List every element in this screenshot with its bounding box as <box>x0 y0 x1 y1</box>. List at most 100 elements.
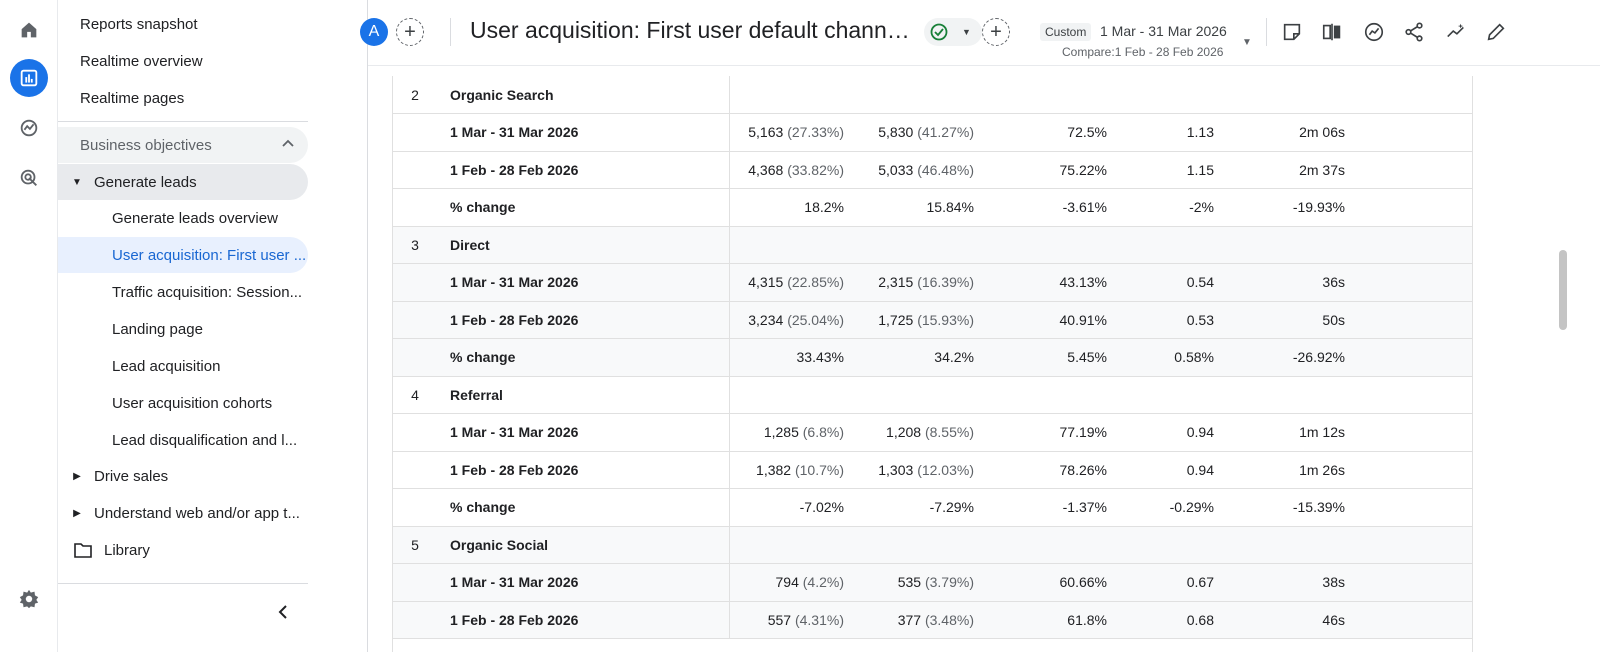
nav-item-label: Traffic acquisition: Session... <box>112 283 303 301</box>
metric-cell: 43.13% <box>974 263 1107 302</box>
nav-item-user-acquisition-cohorts[interactable]: User acquisition cohorts <box>58 385 314 421</box>
metric-cell: 61.8% <box>974 601 1107 639</box>
row-index <box>393 188 437 227</box>
date-range[interactable]: 1 Mar - 31 Mar 2026 <box>1100 23 1227 39</box>
add-filter-plus-icon[interactable]: + <box>982 18 1010 46</box>
metric-share: (4.2%) <box>802 574 844 591</box>
metric-cell: 73,148 (49.6 <box>1345 151 1472 189</box>
gear-icon[interactable] <box>10 580 48 618</box>
metric-cell: 0.94 <box>1107 451 1214 489</box>
insights-chart-icon[interactable] <box>1358 16 1390 48</box>
metric-cell: 0.68 <box>1107 601 1214 639</box>
check-circle-icon <box>930 23 948 41</box>
metric-share: (33.82%) <box>787 161 844 178</box>
nav-item-landing-page[interactable]: Landing page <box>58 311 314 347</box>
insights-note-icon[interactable] <box>1276 16 1308 48</box>
nav-item-realtime-pages[interactable]: Realtime pages <box>58 80 314 116</box>
nav-item-reports-snapshot[interactable]: Reports snapshot <box>58 6 314 42</box>
home-icon[interactable] <box>10 11 48 49</box>
metric-share: (6.8%) <box>802 424 844 441</box>
icon-rail <box>0 0 58 652</box>
caret-right-icon: ▶ <box>73 470 81 482</box>
nav-item-generate-leads-overview[interactable]: Generate leads overview <box>58 200 314 236</box>
metric-cell: -19.93% <box>1214 188 1345 227</box>
nav-item-realtime-overview[interactable]: Realtime overview <box>58 43 314 79</box>
page-title: User acquisition: First user default cha… <box>470 17 916 43</box>
metric-cell: 7,130 (3.7 <box>1345 563 1472 602</box>
metric-share: (46.48%) <box>917 161 974 178</box>
table-row: % change -7.02% -7.29% -1.37% -0.29% -15.39%-… <box>393 488 1472 527</box>
metric-cell: 60.66% <box>974 563 1107 602</box>
metric-cell: 1,208 (8.55%) <box>844 413 974 452</box>
caret-down-icon: ▼ <box>72 176 82 188</box>
metric-value: 1,725 <box>878 311 914 328</box>
edit-pencil-icon[interactable] <box>1480 16 1512 48</box>
row-index: 5 <box>393 526 437 564</box>
nav-item-traffic-acquisition[interactable]: Traffic acquisition: Session... <box>58 274 314 310</box>
row-index <box>393 601 437 639</box>
metric-value: 0.94 <box>1186 461 1214 478</box>
row-index <box>393 413 437 452</box>
row-label: % change <box>437 338 730 377</box>
metric-cell: 1,382 (10.7%) <box>729 451 844 489</box>
metric-cell: 5,163 (27.33%) <box>729 113 844 152</box>
topic-label: Understand web and/or app t... <box>94 504 300 522</box>
metric-cell: -7.02% <box>729 488 844 527</box>
data-table: 2 Organic Search 1 Mar - 31 Mar 2026 5,163 … <box>392 76 1473 652</box>
collapse-nav-chevron-left-icon[interactable] <box>272 600 296 624</box>
nav-item-library[interactable]: Library <box>58 532 314 568</box>
row-label: 1 Feb - 28 Feb 2026 <box>437 301 730 339</box>
explore-icon[interactable] <box>10 109 48 147</box>
metric-cell: 2m 06s <box>1214 113 1345 152</box>
folder-icon <box>74 542 92 558</box>
metric-share: (12.03%) <box>917 461 974 478</box>
metric-share: (27.33%) <box>787 124 844 141</box>
row-label: % change <box>437 488 730 527</box>
comparison-avatar[interactable]: A <box>360 18 388 46</box>
row-index: 3 <box>393 226 437 264</box>
metric-cell: -2% <box>1107 188 1214 227</box>
vertical-scrollbar[interactable] <box>1559 250 1567 330</box>
metric-value: 0.53 <box>1186 311 1214 328</box>
channel-name: Organic Social <box>437 526 730 564</box>
metric-share: (3.79%) <box>924 574 974 591</box>
compare-columns-icon[interactable] <box>1316 16 1348 48</box>
metric-value: 38s <box>1322 574 1345 591</box>
nav-item-lead-acquisition[interactable]: Lead acquisition <box>58 348 314 384</box>
metric-cell: -3.61% <box>974 188 1107 227</box>
metric-share: (16.39%) <box>917 274 974 291</box>
share-icon[interactable] <box>1398 16 1430 48</box>
collection-label: Business objectives <box>80 136 212 154</box>
add-comparison-plus-icon[interactable]: + <box>396 18 424 46</box>
metric-cell: 34.2% <box>844 338 974 377</box>
channel-group-row: 5 Organic Social <box>393 526 1472 564</box>
nav-item-lead-disqualification[interactable]: Lead disqualification and l... <box>58 422 314 458</box>
metric-value: 33.43% <box>796 349 844 366</box>
row-index <box>393 301 437 339</box>
bar-chart-icon[interactable] <box>10 59 48 97</box>
metric-share: (8.55%) <box>924 424 974 441</box>
metric-cell: 1,285 (6.8%) <box>729 413 844 452</box>
report-status-chip[interactable]: ▼ <box>924 18 982 46</box>
metric-value: 535 <box>897 574 922 591</box>
channel-group-row: 3 Direct <box>393 226 1472 264</box>
target-icon[interactable] <box>10 159 48 197</box>
metric-cell: 1,725 (15.93%) <box>844 301 974 339</box>
table-row: 1 Mar - 31 Mar 2026 1,285 (6.8%) 1,208 (8.… <box>393 413 1472 452</box>
row-index <box>393 263 437 302</box>
sparkle-trend-icon[interactable] <box>1440 16 1472 48</box>
topic-generate-leads[interactable]: ▼ Generate leads <box>58 164 308 200</box>
metric-value: 3,234 <box>748 311 784 328</box>
topic-drive-sales[interactable]: ▶ Drive sales <box>58 458 314 494</box>
metric-cell: 25,195 (17.1 <box>1345 301 1472 339</box>
metric-value: -1.37% <box>1062 499 1107 516</box>
metric-value: 60.66% <box>1059 574 1107 591</box>
row-index <box>393 488 437 527</box>
topic-understand-web-app[interactable]: ▶ Understand web and/or app t... <box>58 495 314 531</box>
collection-business-objectives[interactable]: Business objectives <box>58 127 308 163</box>
metric-value: 1m 26s <box>1299 461 1345 478</box>
nav-item-user-acquisition[interactable]: User acquisition: First user ... <box>58 237 308 273</box>
metric-value: 72.5% <box>1067 124 1107 141</box>
metric-value: 50s <box>1322 311 1345 328</box>
date-dropdown-caret-icon[interactable]: ▼ <box>1242 37 1252 48</box>
